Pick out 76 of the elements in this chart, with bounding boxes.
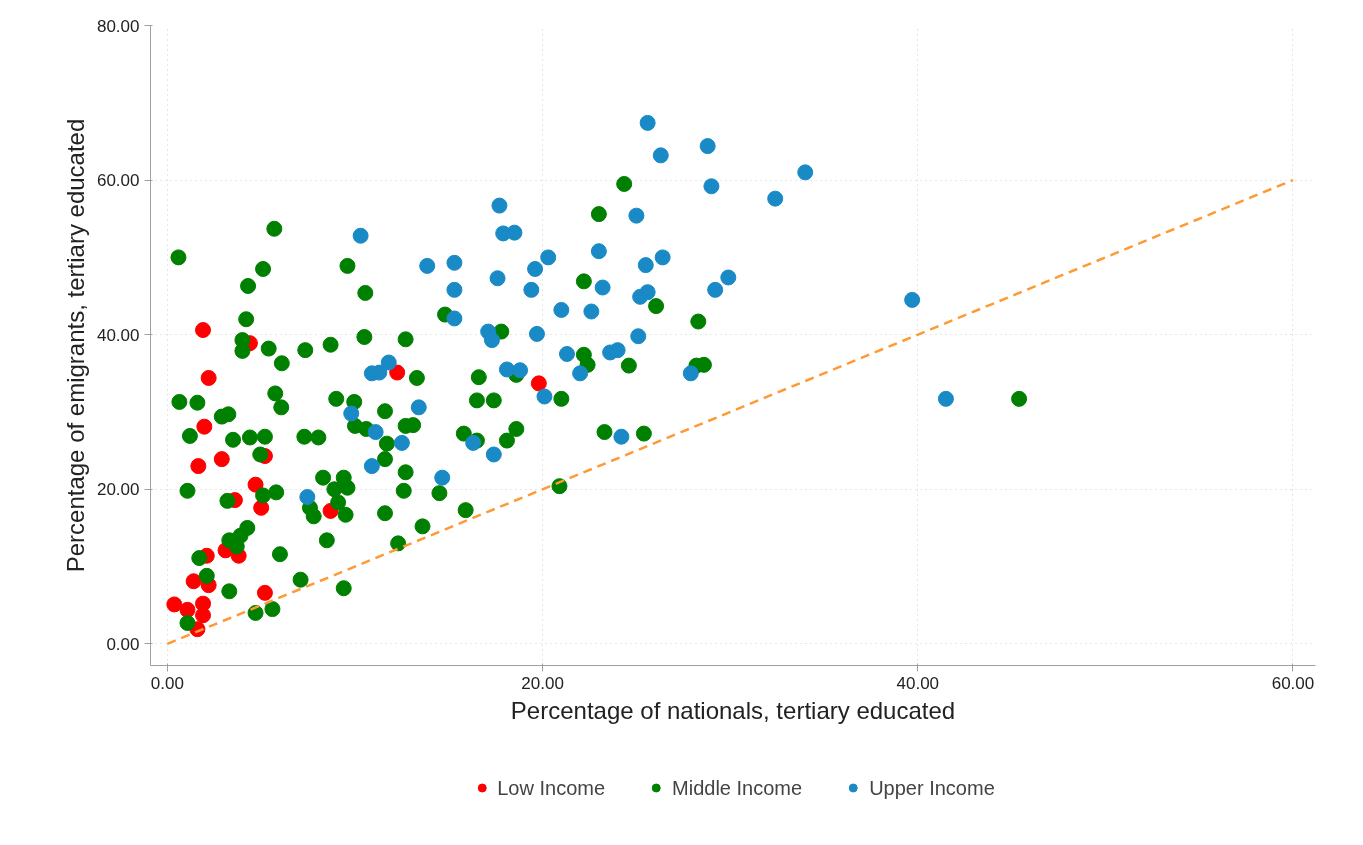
point xyxy=(630,328,647,345)
point xyxy=(485,446,502,463)
point xyxy=(558,346,575,362)
point xyxy=(483,332,500,349)
point xyxy=(937,390,954,407)
point xyxy=(446,281,463,298)
legend-label: Upper Income xyxy=(869,776,995,799)
x-tick-label: 0.00 xyxy=(150,673,184,693)
x-axis-title: Percentage of nationals, tertiary educated xyxy=(510,696,956,724)
point xyxy=(699,138,716,155)
point xyxy=(613,428,630,445)
y-tick-label: 0.00 xyxy=(106,634,140,654)
point xyxy=(299,489,316,505)
x-tick-label: 20.00 xyxy=(521,673,564,693)
point xyxy=(419,257,436,274)
point xyxy=(367,424,384,441)
y-tick-label: 40.00 xyxy=(96,325,140,345)
point xyxy=(639,114,656,131)
point xyxy=(195,607,212,624)
point xyxy=(904,291,921,308)
point xyxy=(363,458,380,475)
point xyxy=(190,458,207,475)
point xyxy=(639,284,656,301)
point xyxy=(185,573,202,590)
point xyxy=(446,310,463,327)
y-axis-title: Percentage of emigrants, tertiary educated xyxy=(61,118,89,573)
point xyxy=(703,178,720,195)
point xyxy=(523,281,540,298)
point xyxy=(553,301,570,318)
point xyxy=(489,270,506,287)
point xyxy=(594,279,611,296)
y-tick-label: 20.00 xyxy=(96,480,140,500)
point xyxy=(572,365,589,382)
point xyxy=(200,369,217,386)
point xyxy=(491,197,508,214)
point xyxy=(410,399,427,416)
point xyxy=(196,418,213,435)
point xyxy=(446,254,463,271)
point xyxy=(654,249,671,266)
point xyxy=(506,224,523,241)
point xyxy=(195,322,212,339)
point xyxy=(707,281,724,298)
point xyxy=(380,354,397,371)
x-tick-label: 60.00 xyxy=(1271,673,1315,693)
point xyxy=(434,469,451,486)
point xyxy=(247,476,264,493)
point xyxy=(720,269,737,286)
point xyxy=(179,601,196,618)
point xyxy=(652,147,669,164)
point xyxy=(343,405,360,422)
point xyxy=(583,303,600,320)
y-tick-label: 60.00 xyxy=(96,171,140,191)
point xyxy=(530,375,547,392)
point xyxy=(393,434,410,451)
point xyxy=(256,584,273,601)
point xyxy=(528,325,545,342)
point xyxy=(166,596,183,613)
legend-label: Low Income xyxy=(497,776,606,799)
point xyxy=(213,451,230,468)
point xyxy=(609,342,626,359)
point xyxy=(352,227,369,244)
point xyxy=(540,249,557,266)
point xyxy=(527,260,544,277)
point xyxy=(512,362,529,379)
point xyxy=(536,388,553,405)
point xyxy=(590,243,607,260)
point xyxy=(389,364,406,381)
legend-label: Middle Income xyxy=(672,776,803,799)
point xyxy=(682,365,699,382)
x-tick-label: 40.00 xyxy=(896,673,940,693)
point xyxy=(498,361,515,378)
y-tick-label: 80.00 xyxy=(96,16,140,36)
point xyxy=(628,207,645,224)
point xyxy=(767,190,784,207)
point xyxy=(797,164,814,181)
point xyxy=(637,257,654,274)
